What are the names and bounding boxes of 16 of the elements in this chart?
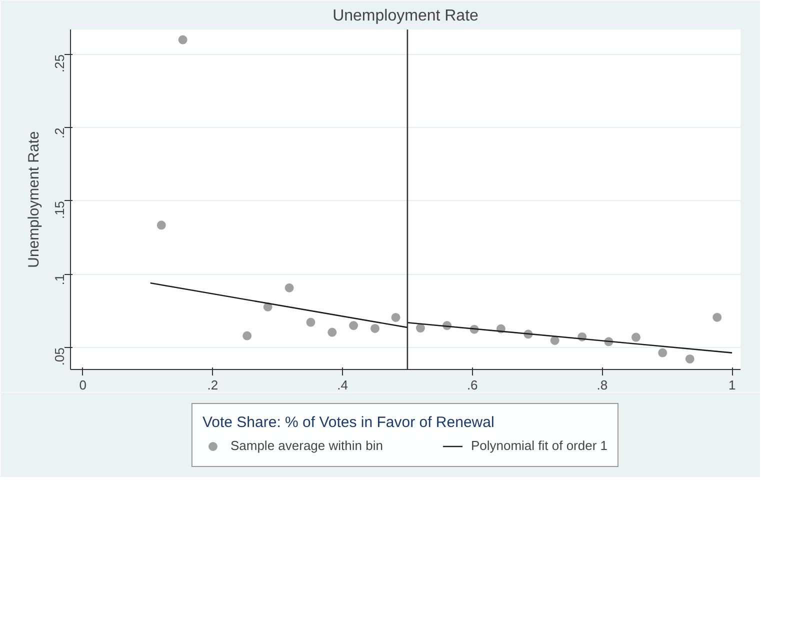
- x-axis-title: Vote Share: % of Votes in Favor of Renewal: [202, 414, 496, 430]
- y-tick-label: .15: [52, 200, 67, 220]
- y-tick-label: .25: [52, 54, 67, 72]
- x-tick-label: .2: [207, 378, 218, 392]
- x-tick-label: 0: [79, 378, 86, 392]
- chart-title: Unemployment Rate: [332, 8, 479, 24]
- y-tick-label: .05: [52, 348, 67, 366]
- y-tick-label: .2: [52, 128, 67, 139]
- legend-label: Sample average within bin: [230, 438, 383, 453]
- y-tick-label: .1: [52, 274, 67, 286]
- legend-label: Polynomial fit of order 1: [470, 438, 608, 453]
- x-tick-label: .4: [337, 378, 348, 392]
- y-axis-title: Unemployment Rate: [26, 131, 42, 268]
- x-tick-label: 1: [728, 378, 736, 392]
- x-tick-label: .8: [596, 378, 608, 392]
- x-tick-label: .6: [466, 378, 478, 392]
